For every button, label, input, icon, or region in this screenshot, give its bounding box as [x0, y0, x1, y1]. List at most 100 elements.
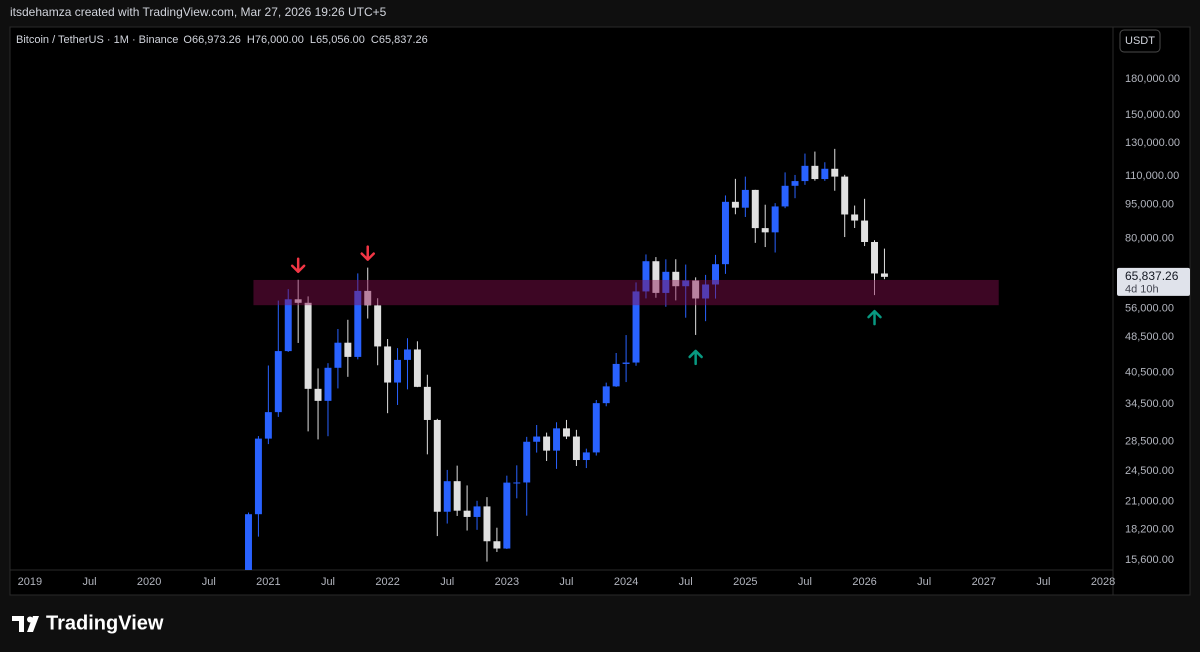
candle-body [413, 349, 421, 387]
candle-body [672, 271, 680, 287]
candle-body [751, 189, 759, 229]
y-tick-label: 180,000.00 [1125, 73, 1180, 85]
candle-body [344, 342, 352, 357]
x-tick-label: 2022 [375, 576, 399, 588]
candle-body [493, 541, 501, 549]
candle-body [513, 482, 521, 484]
candle-body [592, 403, 600, 453]
candle-body [453, 481, 461, 511]
x-tick-label: 2021 [256, 576, 280, 588]
candle-body [731, 201, 739, 208]
x-tick-label: 2023 [495, 576, 519, 588]
candle-body [483, 506, 491, 542]
candle-body [562, 428, 570, 437]
candle-body [423, 386, 431, 420]
ohlc-key: L [310, 34, 316, 46]
candle-body [632, 291, 640, 363]
candle-body [821, 168, 829, 180]
x-tick-label: 2025 [733, 576, 757, 588]
y-tick-label: 34,500.00 [1125, 398, 1174, 410]
x-tick-label: Jul [82, 576, 96, 588]
candle-body [712, 264, 720, 285]
ohlc-value: 65,056.00 [316, 34, 365, 46]
candle-body [841, 176, 849, 215]
support-zone [253, 279, 999, 306]
candle-body [682, 280, 690, 287]
arrow-shape [360, 245, 375, 261]
candle-body [284, 299, 292, 352]
candle-body [374, 305, 382, 347]
axes: 15,600.00 18,200.00 21,000.00 24,500.00 28,5… [18, 73, 1190, 588]
candle-body [533, 436, 541, 442]
candle-body [791, 181, 799, 186]
ohlc-key: H [247, 34, 255, 46]
candle-body [274, 351, 282, 413]
y-tick-label: 28,500.00 [1125, 435, 1174, 447]
candle-body [553, 428, 561, 451]
candle-body [523, 441, 531, 483]
candle-body [294, 299, 302, 303]
ohlc-value: 66,973.26 [192, 34, 241, 46]
candle-body [761, 228, 769, 233]
candle-body [642, 261, 650, 292]
brand-logo: TradingView [12, 612, 164, 634]
candle-body [861, 220, 869, 242]
candle-body [463, 510, 471, 517]
y-tick-label: 130,000.00 [1125, 137, 1180, 149]
candle-body [394, 359, 402, 383]
candle-body [245, 514, 252, 570]
candle-body [503, 482, 511, 549]
annotation-arrow [360, 245, 375, 261]
x-tick-label: Jul [559, 576, 573, 588]
x-tick-label: Jul [440, 576, 454, 588]
brand-icon-dot [27, 616, 33, 623]
ohlc-value: 76,000.00 [255, 34, 304, 46]
x-tick-label: 2028 [1091, 576, 1115, 588]
candle-body [702, 284, 710, 299]
candle-body [602, 386, 610, 404]
chart-panel [9, 26, 1191, 596]
candle-body [801, 165, 809, 182]
y-tick-label: 18,200.00 [1125, 524, 1174, 536]
x-tick-label: 2019 [18, 576, 42, 588]
candle-body [433, 419, 441, 512]
y-tick-label: 24,500.00 [1125, 465, 1174, 477]
header: itsdehamza created with TradingView.com,… [10, 5, 387, 19]
x-tick-label: Jul [1036, 576, 1050, 588]
countdown-label: 4d 10h [1125, 284, 1159, 296]
annotation-arrow [688, 349, 703, 366]
candle-body [771, 206, 779, 233]
candle-body [612, 363, 620, 387]
arrow-shape [867, 309, 882, 326]
candle-body [364, 290, 372, 306]
ohlc-value: 65,837.26 [379, 34, 428, 46]
ohlc-key: O [183, 34, 192, 46]
candle-body [721, 201, 729, 265]
candle-body [264, 412, 272, 439]
last-price-box [1117, 267, 1190, 296]
candle-body [880, 273, 888, 277]
candle-body [334, 342, 342, 368]
candle-body [304, 302, 312, 389]
last-price-label: 65,837.26 [1125, 269, 1179, 283]
candle-body [314, 388, 322, 401]
y-tick-label: 15,600.00 [1125, 554, 1174, 566]
x-tick-label: Jul [321, 576, 335, 588]
currency-label: USDT [1125, 35, 1155, 47]
arrow-shape [290, 257, 306, 274]
candle-body [622, 362, 630, 364]
y-tick-label: 56,000.00 [1125, 303, 1174, 315]
currency-button[interactable] [1119, 29, 1161, 53]
candle-body [582, 452, 590, 461]
candle-body [473, 506, 481, 517]
candle-body [781, 185, 789, 207]
ohlc-key: C [371, 34, 379, 46]
annotation-arrow [290, 257, 306, 274]
y-tick-label: 21,000.00 [1125, 495, 1174, 507]
annotation-arrow [867, 309, 882, 326]
arrow-shape [688, 349, 703, 366]
x-tick-label: Jul [679, 576, 693, 588]
candle-body [741, 189, 749, 208]
